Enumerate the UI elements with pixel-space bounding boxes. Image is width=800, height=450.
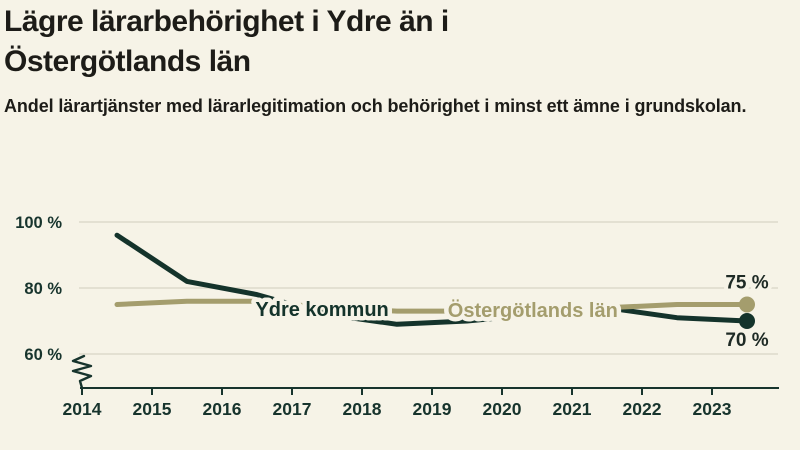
- y-tick-label-100: 100 %: [15, 214, 62, 232]
- x-tick-label-2015: 2015: [133, 399, 172, 419]
- x-tick-label-2019: 2019: [413, 399, 452, 419]
- series-endpoint--sterg-tlands-l-n: [739, 296, 755, 313]
- x-tick-label-2016: 2016: [203, 399, 242, 419]
- x-tick-label-2018: 2018: [343, 399, 382, 419]
- y-tick-label-80: 80 %: [24, 280, 62, 298]
- series-line--sterg-tlands-l-n: [114, 298, 750, 314]
- series-endpoint-ydre-kommun: [739, 313, 755, 329]
- chart-subtitle: Andel lärartjänster med lärarlegitimatio…: [4, 96, 747, 117]
- x-tick-label-2022: 2022: [623, 399, 662, 419]
- x-tick-label-2014: 2014: [63, 399, 102, 419]
- x-tick-label-2023: 2023: [693, 399, 732, 419]
- series-line-ydre-kommun: [114, 232, 750, 327]
- y-tick-label-60: 60 %: [24, 346, 62, 364]
- series-label--sterg-tlands-l-n: Östergötlands län: [448, 299, 618, 322]
- end-value-label-ydre-kommun: 70 %: [725, 330, 768, 351]
- series-label-ydre-kommun: Ydre kommun: [255, 299, 388, 321]
- y-axis-break-icon: [71, 354, 93, 390]
- chart-title: Lägre lärarbehörighet i Ydre än i Österg…: [4, 5, 449, 78]
- x-tick-label-2017: 2017: [273, 399, 312, 419]
- end-value-label--sterg-tlands-l-n: 75 %: [725, 273, 768, 294]
- x-tick-label-2020: 2020: [483, 399, 522, 419]
- chart-header: Lägre lärarbehörighet i Ydre än i Österg…: [4, 2, 796, 118]
- x-tick-label-2021: 2021: [553, 399, 592, 419]
